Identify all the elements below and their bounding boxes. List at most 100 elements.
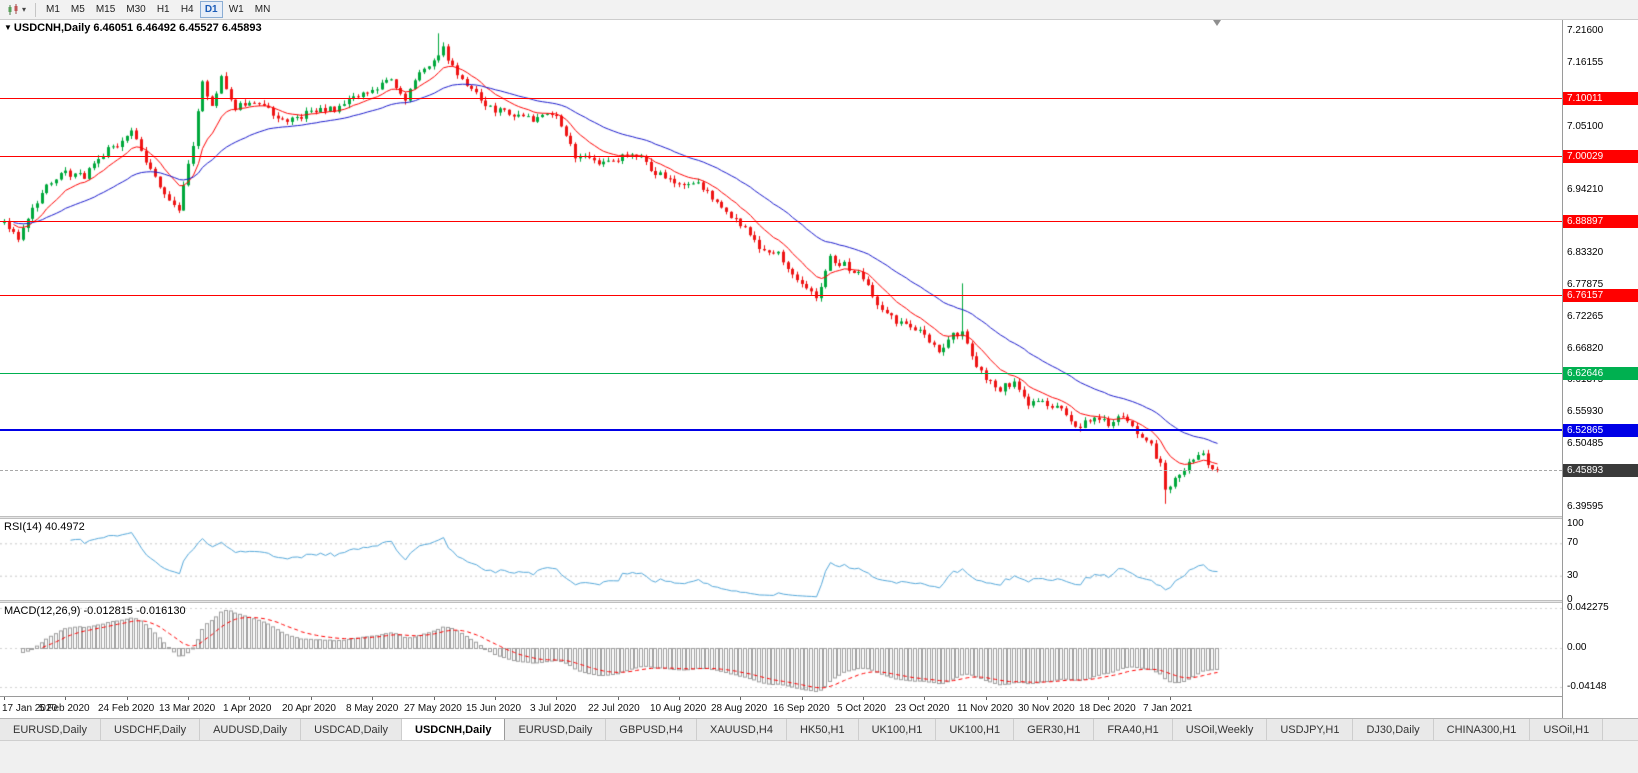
- current-price-line: [0, 470, 1562, 471]
- date-tick: [311, 697, 312, 700]
- rsi-axis-label: 0: [1567, 594, 1573, 605]
- chart-tab[interactable]: UK100,H1: [936, 719, 1015, 740]
- date-tick: [679, 697, 680, 700]
- date-tick: [1108, 697, 1109, 700]
- horizontal-level-line[interactable]: [0, 156, 1562, 157]
- macd-axis-label: 0.042275: [1567, 602, 1609, 613]
- date-label: 27 May 2020: [404, 703, 462, 714]
- chart-tab[interactable]: EURUSD,Daily: [0, 719, 101, 740]
- current-price-badge: 6.45893: [1563, 464, 1638, 477]
- macd-canvas[interactable]: [0, 603, 1562, 696]
- price-axis-label: 7.21600: [1567, 25, 1604, 36]
- date-tick: [65, 697, 66, 700]
- rsi-panel[interactable]: RSI(14) 40.4972: [0, 519, 1562, 600]
- date-label: 8 May 2020: [346, 703, 399, 714]
- date-axis[interactable]: 17 Jan 2020 5 Feb 2020 24 Feb 2020 13 Mar 2…: [0, 696, 1638, 718]
- chart-tab[interactable]: USDCHF,Daily: [100, 719, 201, 740]
- chart-tab[interactable]: EURUSD,Daily: [505, 719, 607, 740]
- timeframe-button-h4[interactable]: H4: [180, 4, 194, 15]
- timeframe-button-d1[interactable]: D1: [199, 1, 223, 18]
- chart-tab[interactable]: USDCAD,Daily: [301, 719, 403, 740]
- price-axis-label: 7.16155: [1567, 57, 1604, 68]
- chart-tab[interactable]: USOil,H1: [1530, 719, 1604, 740]
- date-label: 24 Feb 2020: [98, 703, 155, 714]
- timeframe-buttons: M1 M5 M15 M30 H1 H4 D1 W1 MN: [41, 1, 275, 18]
- price-axis-label: 6.50485: [1567, 438, 1604, 449]
- price-axis-label: 6.83320: [1567, 247, 1604, 258]
- chart-tab[interactable]: AUDUSD,Daily: [200, 719, 302, 740]
- chart-tab[interactable]: CHINA300,H1: [1433, 719, 1531, 740]
- timeframe-button-m15[interactable]: M15: [95, 4, 116, 15]
- panel-splitter[interactable]: [0, 600, 1638, 603]
- price-line-badge: 7.00029: [1563, 150, 1638, 163]
- price-chart-panel[interactable]: ▼ USDCNH,Daily 6.46051 6.46492 6.45527 6.…: [0, 20, 1562, 516]
- chart-tab[interactable]: UK100,H1: [858, 719, 937, 740]
- horizontal-level-line[interactable]: [0, 98, 1562, 99]
- date-label: 17 Jan 2020: [2, 703, 58, 714]
- horizontal-level-line[interactable]: [0, 429, 1562, 431]
- chart-type-button[interactable]: ▾: [3, 1, 30, 18]
- date-tick: [618, 697, 619, 700]
- price-line-badge: 6.88897: [1563, 215, 1638, 228]
- macd-axis-label: 0.00: [1567, 642, 1587, 653]
- date-tick: [495, 697, 496, 700]
- date-label: 23 Oct 2020: [895, 703, 950, 714]
- date-label: 5 Oct 2020: [837, 703, 886, 714]
- timeframe-button-m1[interactable]: M1: [46, 4, 60, 15]
- chart-shift-marker[interactable]: [1213, 20, 1221, 26]
- date-label: 22 Jul 2020: [588, 703, 640, 714]
- rsi-axis-label: 30: [1567, 570, 1579, 581]
- date-tick: [249, 697, 250, 700]
- chart-tab[interactable]: GER30,H1: [1014, 719, 1095, 740]
- chart-tab[interactable]: FRA40,H1: [1094, 719, 1173, 740]
- timeframe-button-m5[interactable]: M5: [70, 4, 85, 15]
- price-axis-label: 6.94210: [1567, 184, 1604, 195]
- chart-tab[interactable]: USOil,Weekly: [1172, 719, 1268, 740]
- chart-area: ▼ USDCNH,Daily 6.46051 6.46492 6.45527 6.…: [0, 20, 1638, 718]
- chart-tab[interactable]: HK50,H1: [786, 719, 859, 740]
- chart-title-text: USDCNH,Daily 6.46051 6.46492 6.45527 6.4…: [13, 22, 262, 34]
- date-label: 18 Dec 2020: [1079, 703, 1136, 714]
- candlestick-chart-icon: [8, 3, 18, 15]
- price-axis-label: 6.77875: [1567, 279, 1604, 290]
- toolbar-separator: [35, 2, 37, 17]
- date-tick: [863, 697, 864, 700]
- date-label: 7 Jan 2021: [1143, 703, 1193, 714]
- date-tick: [924, 697, 925, 700]
- date-label: 30 Nov 2020: [1018, 703, 1075, 714]
- chart-title: ▼ USDCNH,Daily 6.46051 6.46492 6.45527 6.…: [4, 22, 262, 34]
- date-label: 3 Jul 2020: [530, 703, 577, 714]
- date-tick: [188, 697, 189, 700]
- timeframe-button-w1[interactable]: W1: [228, 4, 244, 15]
- panel-splitter[interactable]: [0, 516, 1638, 519]
- rsi-axis-label: 70: [1567, 537, 1579, 548]
- chart-tab-bar: EURUSD,Daily USDCHF,Daily AUDUSD,Daily USDC…: [0, 718, 1638, 740]
- chart-tab[interactable]: GBPUSD,H4: [606, 719, 697, 740]
- date-label: 16 Sep 2020: [773, 703, 830, 714]
- candlestick-canvas[interactable]: [0, 20, 1562, 516]
- timeframe-button-h1[interactable]: H1: [156, 4, 170, 15]
- horizontal-level-line[interactable]: [0, 373, 1562, 374]
- price-line-badge: 6.52865: [1563, 424, 1638, 437]
- macd-panel[interactable]: MACD(12,26,9) -0.012815 -0.016130: [0, 603, 1562, 696]
- chart-tab[interactable]: USDCNH,Daily: [402, 719, 506, 740]
- price-axis-label: 6.55930: [1567, 406, 1604, 417]
- date-tick: [1170, 697, 1171, 700]
- timeframe-button-m30[interactable]: M30: [126, 4, 146, 15]
- timeframe-button-mn[interactable]: MN: [254, 4, 271, 15]
- price-axis[interactable]: 7.21600 7.16155 7.05100 6.94210 6.83320 6.778…: [1562, 20, 1638, 718]
- chart-tab[interactable]: DJ30,Daily: [1353, 719, 1434, 740]
- chart-tab[interactable]: XAUUSD,H4: [696, 719, 787, 740]
- rsi-canvas[interactable]: [0, 519, 1562, 600]
- horizontal-level-line[interactable]: [0, 221, 1562, 222]
- chart-tab[interactable]: USDJPY,H1: [1267, 719, 1354, 740]
- date-tick: [434, 697, 435, 700]
- horizontal-level-line[interactable]: [0, 295, 1562, 296]
- date-label: 15 Jun 2020: [466, 703, 522, 714]
- price-line-badge: 6.62646: [1563, 367, 1638, 380]
- date-tick: [740, 697, 741, 700]
- date-label: 20 Apr 2020: [282, 703, 336, 714]
- price-axis-label: 6.66820: [1567, 343, 1604, 354]
- date-tick: [4, 697, 5, 700]
